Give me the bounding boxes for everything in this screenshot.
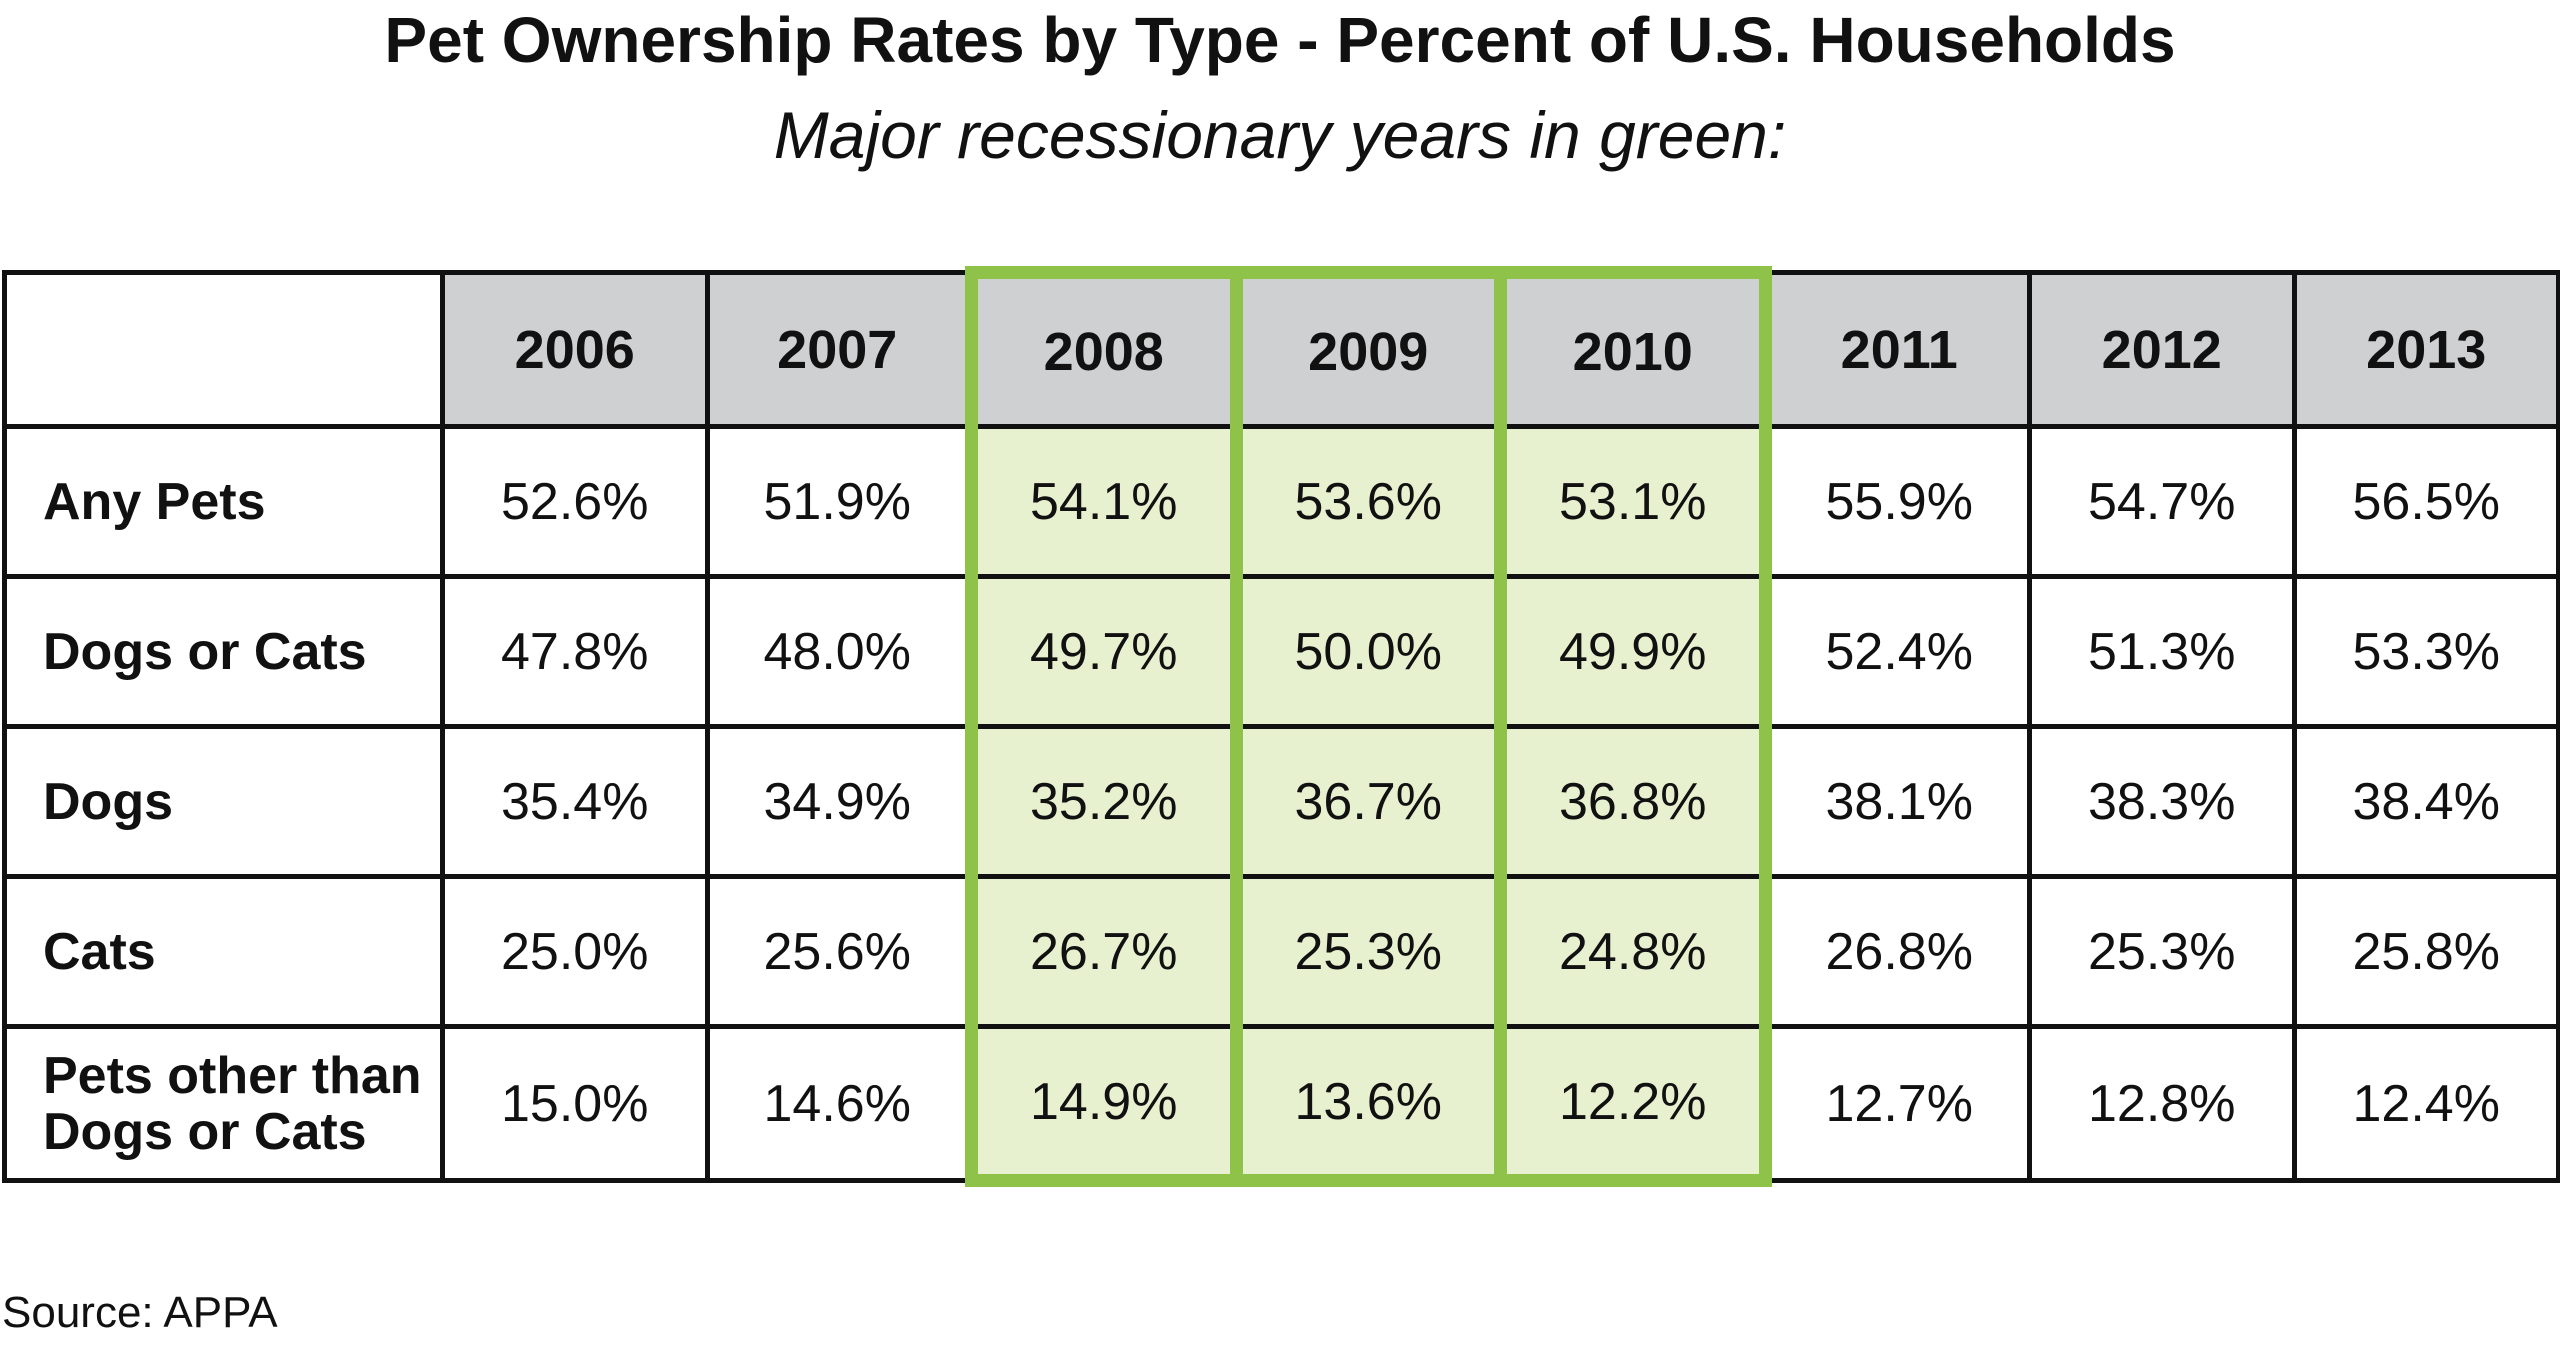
column-header-2013: 2013	[2291, 270, 2560, 429]
value-cell: 15.0%	[440, 1024, 710, 1183]
value-cell: 26.8%	[1762, 874, 2032, 1029]
value-cell: 25.3%	[1229, 874, 1507, 1029]
value-cell: 24.8%	[1494, 874, 1772, 1029]
value-cell: 14.9%	[965, 1024, 1243, 1187]
value-cell: 25.6%	[704, 874, 974, 1029]
table-body: Any Pets 52.6% 51.9% 54.1% 53.6% 53.1% 55.9% 54…	[2, 424, 2560, 1187]
value-cell: 12.7%	[1762, 1024, 2032, 1183]
pet-ownership-table: 2006 2007 2008 2009 2010 2011 2012 2013 Any Pet…	[2, 266, 2560, 1187]
value-cell: 12.8%	[2027, 1024, 2297, 1183]
table-row: Any Pets 52.6% 51.9% 54.1% 53.6% 53.1% 55.9% 54…	[2, 424, 2560, 579]
table-row: Pets other than Dogs or Cats 15.0% 14.6% 14…	[2, 1024, 2560, 1187]
value-cell: 38.1%	[1762, 724, 2032, 879]
value-cell: 49.7%	[965, 574, 1243, 729]
column-header-2011: 2011	[1762, 270, 2032, 429]
chart-title: Pet Ownership Rates by Type - Percent of…	[384, 4, 2176, 76]
table-row: Dogs 35.4% 34.9% 35.2% 36.7% 36.8% 38.1% 38.3% 3…	[2, 724, 2560, 879]
value-cell: 54.7%	[2027, 424, 2297, 579]
value-cell: 51.9%	[704, 424, 974, 579]
value-cell: 38.4%	[2291, 724, 2560, 879]
value-cell: 36.7%	[1229, 724, 1507, 879]
value-cell: 34.9%	[704, 724, 974, 879]
value-cell: 50.0%	[1229, 574, 1507, 729]
row-label: Dogs	[2, 724, 445, 879]
value-cell: 53.1%	[1494, 424, 1772, 579]
chart-subtitle: Major recessionary years in green:	[773, 98, 1787, 172]
column-header-2008: 2008	[965, 266, 1243, 429]
value-cell: 35.4%	[440, 724, 710, 879]
column-header-2006: 2006	[440, 270, 710, 429]
column-header-2010: 2010	[1494, 266, 1772, 429]
corner-cell	[2, 270, 445, 429]
value-cell: 35.2%	[965, 724, 1243, 879]
table-row: Dogs or Cats 47.8% 48.0% 49.7% 50.0% 49.9% 52.…	[2, 574, 2560, 729]
table-header: 2006 2007 2008 2009 2010 2011 2012 2013	[2, 266, 2560, 429]
value-cell: 13.6%	[1229, 1024, 1507, 1187]
value-cell: 25.0%	[440, 874, 710, 1029]
value-cell: 36.8%	[1494, 724, 1772, 879]
value-cell: 56.5%	[2291, 424, 2560, 579]
value-cell: 14.6%	[704, 1024, 974, 1183]
value-cell: 52.6%	[440, 424, 710, 579]
row-label: Any Pets	[2, 424, 445, 579]
column-header-2009: 2009	[1229, 266, 1507, 429]
header-row: 2006 2007 2008 2009 2010 2011 2012 2013	[2, 266, 2560, 429]
value-cell: 55.9%	[1762, 424, 2032, 579]
value-cell: 26.7%	[965, 874, 1243, 1029]
source-note: Source: APPA	[2, 1288, 278, 1337]
table-row: Cats 25.0% 25.6% 26.7% 25.3% 24.8% 26.8% 25.3% 2…	[2, 874, 2560, 1029]
value-cell: 53.6%	[1229, 424, 1507, 579]
row-label: Cats	[2, 874, 445, 1029]
value-cell: 51.3%	[2027, 574, 2297, 729]
value-cell: 53.3%	[2291, 574, 2560, 729]
value-cell: 52.4%	[1762, 574, 2032, 729]
value-cell: 47.8%	[440, 574, 710, 729]
value-cell: 25.8%	[2291, 874, 2560, 1029]
value-cell: 12.4%	[2291, 1024, 2560, 1183]
value-cell: 54.1%	[965, 424, 1243, 579]
row-label: Pets other than Dogs or Cats	[2, 1024, 445, 1183]
pet-ownership-table-container: 2006 2007 2008 2009 2010 2011 2012 2013 Any Pet…	[2, 266, 2560, 1187]
value-cell: 38.3%	[2027, 724, 2297, 879]
value-cell: 48.0%	[704, 574, 974, 729]
column-header-2007: 2007	[704, 270, 974, 429]
value-cell: 49.9%	[1494, 574, 1772, 729]
value-cell: 25.3%	[2027, 874, 2297, 1029]
column-header-2012: 2012	[2027, 270, 2297, 429]
value-cell: 12.2%	[1494, 1024, 1772, 1187]
row-label: Dogs or Cats	[2, 574, 445, 729]
